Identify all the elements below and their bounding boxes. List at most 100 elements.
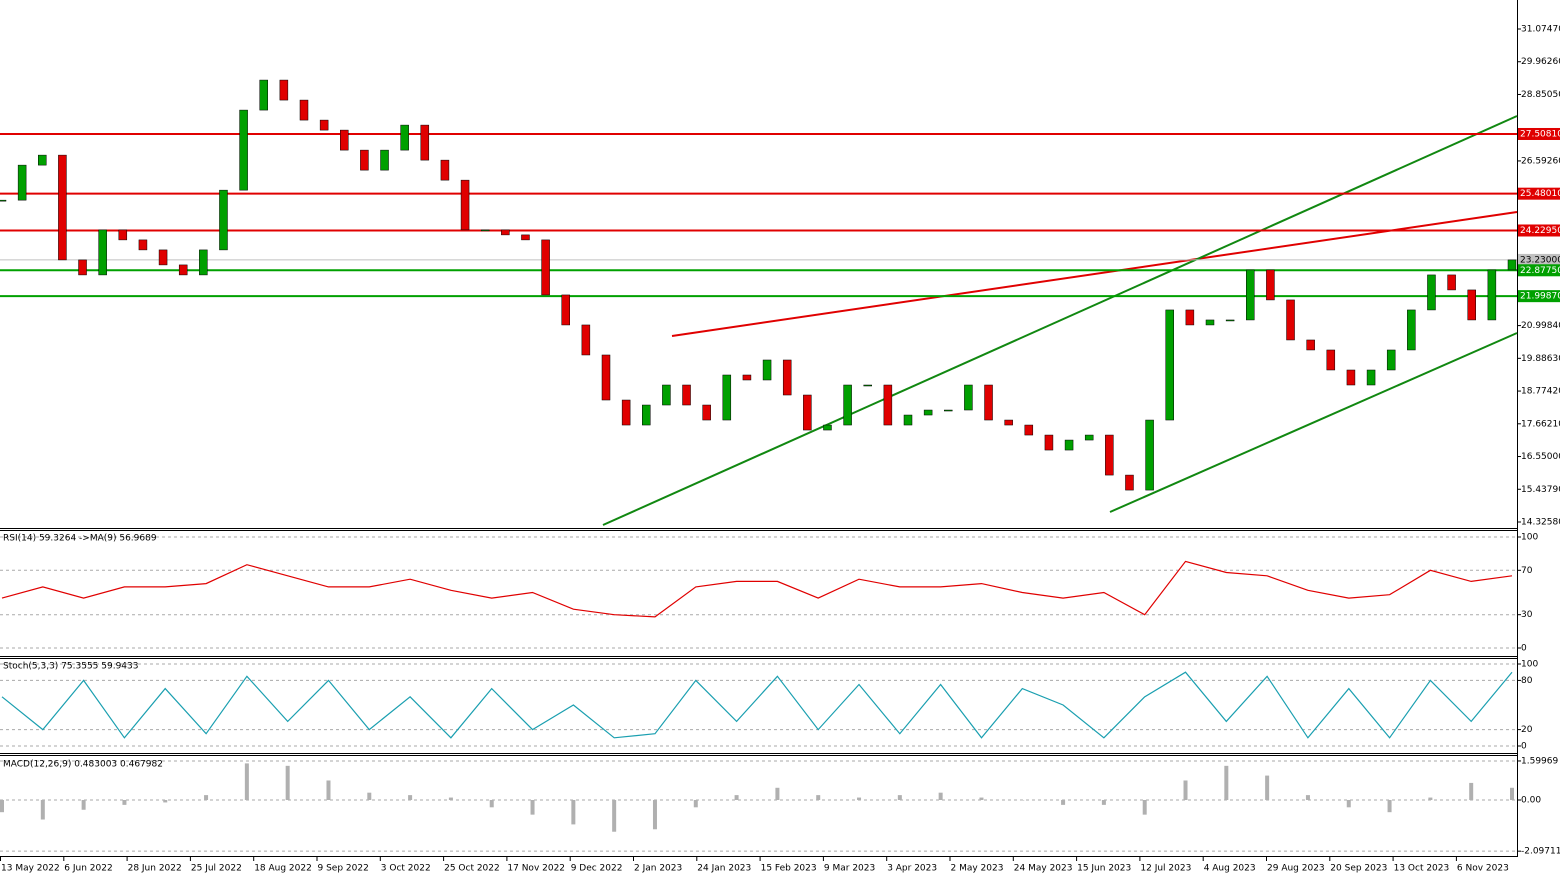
x-tick-label: 9 Dec 2022 bbox=[571, 864, 623, 874]
indicator-label: Stoch(5,3,3) 75.3555 59.9433 bbox=[3, 662, 138, 672]
y-tick-label: 20.99840 bbox=[1521, 321, 1560, 331]
y-tick-label: 15.43790 bbox=[1521, 485, 1560, 495]
y-tick-label: 0 bbox=[1521, 742, 1527, 752]
candle bbox=[299, 99, 309, 121]
candle bbox=[1467, 289, 1476, 321]
histogram-bar bbox=[244, 763, 249, 800]
histogram-bar bbox=[489, 799, 494, 808]
level-label-bg bbox=[1518, 224, 1560, 237]
x-tick-label: 24 Jan 2023 bbox=[697, 864, 751, 874]
candle bbox=[17, 164, 27, 201]
histogram-bar bbox=[285, 765, 290, 800]
histogram-bar bbox=[775, 787, 780, 800]
histogram-bar bbox=[1428, 797, 1433, 800]
histogram-bar bbox=[204, 795, 209, 800]
candle bbox=[58, 154, 67, 261]
candle bbox=[521, 234, 530, 241]
candle bbox=[440, 159, 450, 181]
x-tick-label: 2 Jan 2023 bbox=[634, 864, 682, 874]
candle bbox=[98, 229, 107, 276]
indicator-line bbox=[1, 560, 1513, 618]
x-tick-label: 3 Oct 2022 bbox=[381, 864, 431, 874]
candle bbox=[903, 414, 913, 426]
indicator-label: MACD(12,26,9) 0.483003 0.467982 bbox=[3, 760, 163, 770]
x-tick-label: 2 May 2023 bbox=[951, 864, 1004, 874]
histogram-bar bbox=[979, 797, 984, 800]
candle bbox=[1487, 269, 1497, 321]
histogram-bar bbox=[1265, 775, 1270, 800]
candle bbox=[1084, 434, 1094, 441]
candle bbox=[420, 124, 430, 161]
y-tick-label: 31.07470 bbox=[1521, 25, 1560, 35]
histogram-bar bbox=[571, 799, 576, 825]
trendlines bbox=[602, 115, 1518, 526]
candle bbox=[1125, 474, 1134, 491]
y-tick-label: 0.00 bbox=[1521, 795, 1541, 805]
histogram-bar bbox=[1142, 799, 1147, 815]
candle bbox=[923, 409, 933, 416]
candle bbox=[601, 354, 611, 401]
level-label: 23.23000 bbox=[1520, 255, 1560, 265]
y-tick-label: 16.55000 bbox=[1521, 452, 1560, 462]
trendline bbox=[671, 211, 1518, 337]
x-tick-label: 13 Oct 2023 bbox=[1394, 864, 1450, 874]
candle bbox=[1165, 309, 1174, 421]
histogram-bar bbox=[367, 792, 372, 800]
candle bbox=[0, 199, 7, 202]
histogram-bar bbox=[938, 792, 943, 800]
candle bbox=[1266, 269, 1275, 301]
histogram-bar bbox=[1510, 787, 1514, 800]
histogram-bar bbox=[693, 799, 698, 808]
level-label-bg bbox=[1518, 127, 1560, 140]
histogram-bar bbox=[530, 799, 535, 815]
x-tick-label: 17 Nov 2022 bbox=[507, 864, 565, 874]
x-tick-label: 3 Apr 2023 bbox=[887, 864, 937, 874]
histogram-bar bbox=[1469, 782, 1474, 800]
candle bbox=[984, 384, 993, 421]
histogram-bar bbox=[1346, 799, 1351, 808]
x-tick-label: 29 Aug 2023 bbox=[1267, 864, 1325, 874]
candle bbox=[1447, 274, 1456, 291]
candle bbox=[1326, 349, 1336, 371]
histogram-bar bbox=[122, 799, 127, 805]
indicator-line bbox=[1, 671, 1513, 739]
level-label: 21.99870 bbox=[1520, 292, 1560, 302]
candle bbox=[823, 424, 832, 431]
histogram-bar bbox=[0, 799, 4, 813]
histogram-bar bbox=[40, 799, 45, 820]
candle bbox=[340, 129, 349, 151]
histogram-bar bbox=[816, 795, 821, 800]
x-tick-label: 18 Aug 2022 bbox=[254, 864, 312, 874]
candle bbox=[138, 239, 148, 251]
candle bbox=[239, 109, 248, 191]
x-tick-label: 25 Jul 2022 bbox=[191, 864, 242, 874]
candle bbox=[360, 149, 369, 171]
candle bbox=[1185, 309, 1195, 326]
candle bbox=[803, 394, 812, 431]
histogram-bar bbox=[163, 799, 168, 803]
level-label-bg bbox=[1518, 253, 1560, 266]
histogram-bar bbox=[1387, 799, 1392, 813]
level-label: 22.87750 bbox=[1520, 266, 1560, 276]
candle bbox=[279, 79, 289, 101]
x-tick-label: 12 Jul 2023 bbox=[1140, 864, 1191, 874]
candle bbox=[944, 409, 953, 412]
candle bbox=[964, 384, 973, 411]
y-tick-label: 1.59969 bbox=[1521, 756, 1558, 766]
candle bbox=[1286, 299, 1295, 341]
histogram-bar bbox=[857, 797, 862, 800]
level-label-bg bbox=[1518, 264, 1560, 277]
candle bbox=[722, 374, 732, 421]
histogram-bar bbox=[1101, 799, 1106, 805]
x-tick-label: 9 Mar 2023 bbox=[824, 864, 875, 874]
x-tick-label: 15 Jun 2023 bbox=[1077, 864, 1131, 874]
x-tick-label: 6 Nov 2023 bbox=[1457, 864, 1509, 874]
level-label: 24.22950 bbox=[1520, 226, 1560, 236]
candle bbox=[219, 189, 228, 251]
histogram-bar bbox=[408, 795, 413, 800]
candle bbox=[1105, 434, 1114, 476]
y-tick-label: 29.96260 bbox=[1521, 57, 1560, 67]
